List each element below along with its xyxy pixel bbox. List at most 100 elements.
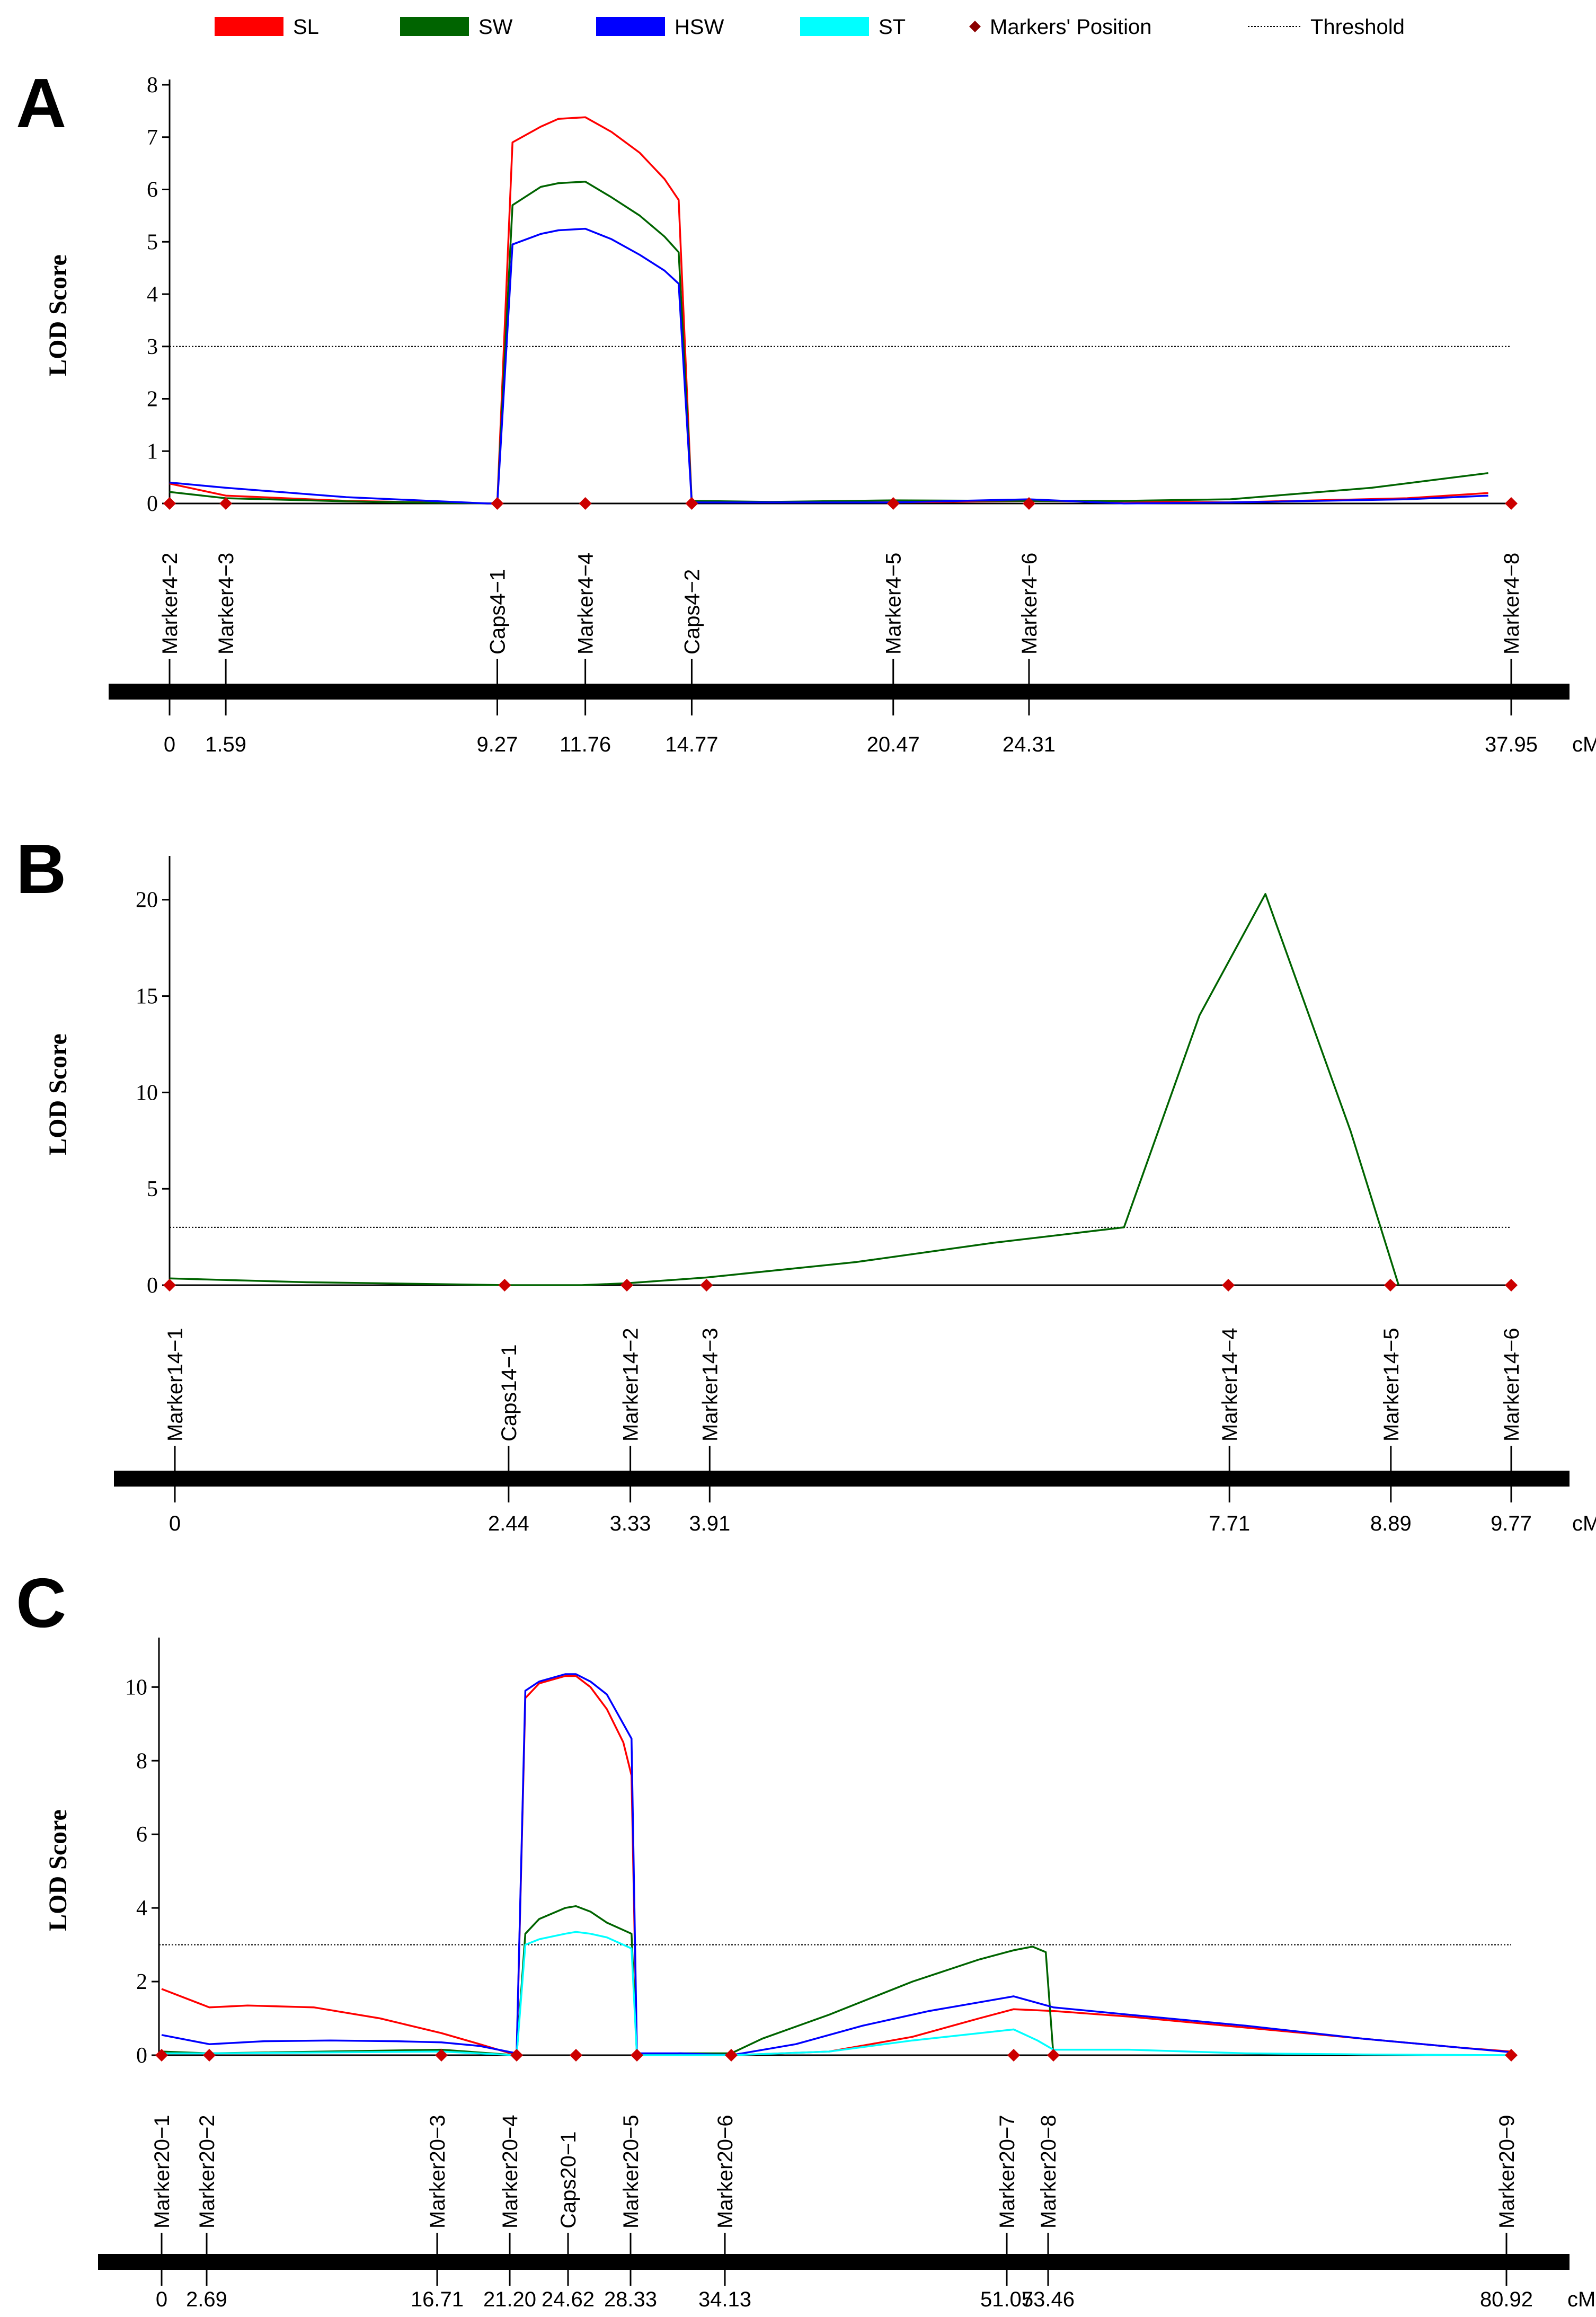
marker-position-diamond-icon xyxy=(1222,1279,1235,1292)
marker-position-diamond-icon xyxy=(498,1279,511,1292)
marker-position-diamond-icon xyxy=(155,2049,168,2062)
marker-name: Marker20−5 xyxy=(619,2115,643,2228)
marker-position-diamond-icon xyxy=(620,1279,634,1292)
legend-item-st: ST xyxy=(800,15,906,39)
marker-caps14-1: Caps14−1 2.44 xyxy=(488,1279,529,1535)
legend-swatch-st xyxy=(800,17,869,36)
y-axis-label: LOD Score xyxy=(44,1033,72,1155)
marker-position-label: 21.20 xyxy=(483,2288,536,2311)
marker-position-label: 9.77 xyxy=(1491,1512,1532,1535)
marker-name: Marker14−6 xyxy=(1500,1328,1523,1442)
marker-position-label: 20.47 xyxy=(867,733,920,756)
marker-position-diamond-icon xyxy=(510,2049,523,2062)
marker-position-label: 0 xyxy=(169,1512,181,1535)
y-tick-label: 4 xyxy=(136,1896,147,1921)
marker-name: Marker20−4 xyxy=(499,2115,522,2228)
marker-marker4-3: Marker4−3 1.59 xyxy=(205,497,246,756)
marker-marker20-4: Marker20−4 21.20 xyxy=(483,2049,536,2311)
legend-swatch-sl xyxy=(215,17,283,36)
marker-position-label: 16.71 xyxy=(411,2288,464,2311)
marker-position-diamond-icon xyxy=(491,497,504,510)
marker-name: Caps14−1 xyxy=(498,1345,521,1442)
y-axis-label: LOD Score xyxy=(44,254,72,376)
unit-label: cM xyxy=(1572,733,1596,756)
marker-name: Marker4−4 xyxy=(574,553,598,655)
marker-name: Marker20−9 xyxy=(1495,2115,1519,2228)
marker-name: Marker20−2 xyxy=(196,2115,219,2228)
legend-label: SL xyxy=(293,15,319,39)
marker-position-diamond-icon xyxy=(725,2049,738,2062)
marker-name: Marker4−6 xyxy=(1018,553,1041,655)
marker-marker20-9: Marker20−9 80.92 xyxy=(1480,2049,1533,2311)
marker-marker20-3: Marker20−3 16.71 xyxy=(411,2049,464,2311)
marker-name: Marker4−3 xyxy=(215,553,238,655)
marker-name: Marker4−5 xyxy=(882,553,906,655)
marker-name: Caps20−1 xyxy=(557,2132,580,2228)
marker-position-label: 1.59 xyxy=(205,733,246,756)
series-line-sw xyxy=(161,1905,1054,2056)
marker-name: Marker20−7 xyxy=(996,2115,1019,2228)
y-tick-label: 1 xyxy=(147,439,158,464)
legend-label: Markers' Position xyxy=(990,15,1152,39)
marker-position-label: 0 xyxy=(164,733,175,756)
marker-marker14-4: Marker14−4 7.71 xyxy=(1209,1279,1250,1535)
marker-position-label: 53.46 xyxy=(1022,2288,1075,2311)
marker-marker14-2: Marker14−2 3.33 xyxy=(610,1279,651,1535)
marker-position-label: 3.91 xyxy=(689,1512,730,1535)
marker-position-label: 28.33 xyxy=(604,2288,657,2311)
marker-name: Marker4−2 xyxy=(158,553,182,655)
marker-position-label: 9.27 xyxy=(477,733,518,756)
y-tick-label: 5 xyxy=(147,230,158,254)
series-line-sl xyxy=(169,116,1488,505)
marker-marker20-7: Marker20−7 51.07 xyxy=(980,2049,1033,2311)
y-tick-label: 0 xyxy=(136,2044,147,2068)
legend-item-markers-position: Markers' Position xyxy=(969,15,1152,39)
legend: SL SW HSW ST Markers' Position Threshold xyxy=(215,15,1405,39)
marker-position-label: 2.44 xyxy=(488,1512,529,1535)
panel-letter: B xyxy=(16,830,66,908)
marker-position-label: 2.69 xyxy=(186,2288,227,2311)
legend-swatch-hsw xyxy=(596,17,665,36)
marker-position-diamond-icon xyxy=(1505,1279,1518,1292)
marker-name: Marker14−2 xyxy=(619,1328,643,1442)
marker-position-label: 34.13 xyxy=(698,2288,751,2311)
y-tick-label: 8 xyxy=(136,1749,147,1773)
marker-marker20-8: Marker20−8 53.46 xyxy=(1022,2049,1075,2311)
marker-name: Caps4−1 xyxy=(486,569,509,655)
series-line-sw xyxy=(169,180,1488,505)
y-tick-label: 10 xyxy=(125,1675,147,1700)
marker-marker4-2: Marker4−2 0 xyxy=(158,497,182,756)
series-line-sl xyxy=(161,1675,1512,2056)
marker-position-label: 3.33 xyxy=(610,1512,651,1535)
marker-caps20-1: Caps20−1 24.62 xyxy=(542,2049,595,2311)
marker-position-diamond-icon xyxy=(1022,497,1035,510)
panel-b: B 0 5 10 15 20 LOD Score Marker14−1 0 Caps14−1 2.4… xyxy=(16,830,1596,1535)
marker-name: Marker14−5 xyxy=(1380,1328,1403,1442)
marker-position-diamond-icon xyxy=(1007,2049,1020,2062)
marker-position-diamond-icon xyxy=(163,1279,176,1292)
marker-name: Marker4−8 xyxy=(1500,553,1523,655)
marker-name: Marker14−4 xyxy=(1218,1328,1242,1442)
y-tick-label: 5 xyxy=(147,1177,158,1201)
marker-marker20-6: Marker20−6 34.13 xyxy=(698,2049,751,2311)
marker-position-diamond-icon xyxy=(1505,497,1518,510)
legend-item-threshold: Threshold xyxy=(1248,15,1405,39)
series-line-hsw xyxy=(161,1673,1512,2056)
y-tick-label: 2 xyxy=(136,1970,147,1994)
marker-marker14-3: Marker14−3 3.91 xyxy=(689,1279,730,1535)
marker-position-diamond-icon xyxy=(1047,2049,1060,2062)
y-tick-label: 0 xyxy=(147,492,158,516)
marker-position-label: 24.31 xyxy=(1003,733,1056,756)
marker-position-diamond-icon xyxy=(700,1279,713,1292)
marker-name: Marker14−3 xyxy=(698,1328,722,1442)
panel-c: C 0 2 4 6 8 10 LOD Score Marker20−1 0 Marker20−2 2.… xyxy=(16,1564,1595,2311)
y-axis-label: LOD Score xyxy=(44,1809,72,1931)
panel-letter: C xyxy=(16,1564,66,1642)
legend-item-hsw: HSW xyxy=(596,15,724,39)
marker-marker4-4: Marker4−4 11.76 xyxy=(560,497,611,756)
panel-letter: A xyxy=(16,64,66,142)
marker-position-diamond-icon xyxy=(685,497,698,510)
marker-position-diamond-icon xyxy=(435,2049,448,2062)
marker-marker14-5: Marker14−5 8.89 xyxy=(1370,1279,1412,1535)
marker-position-diamond-icon xyxy=(579,497,592,510)
